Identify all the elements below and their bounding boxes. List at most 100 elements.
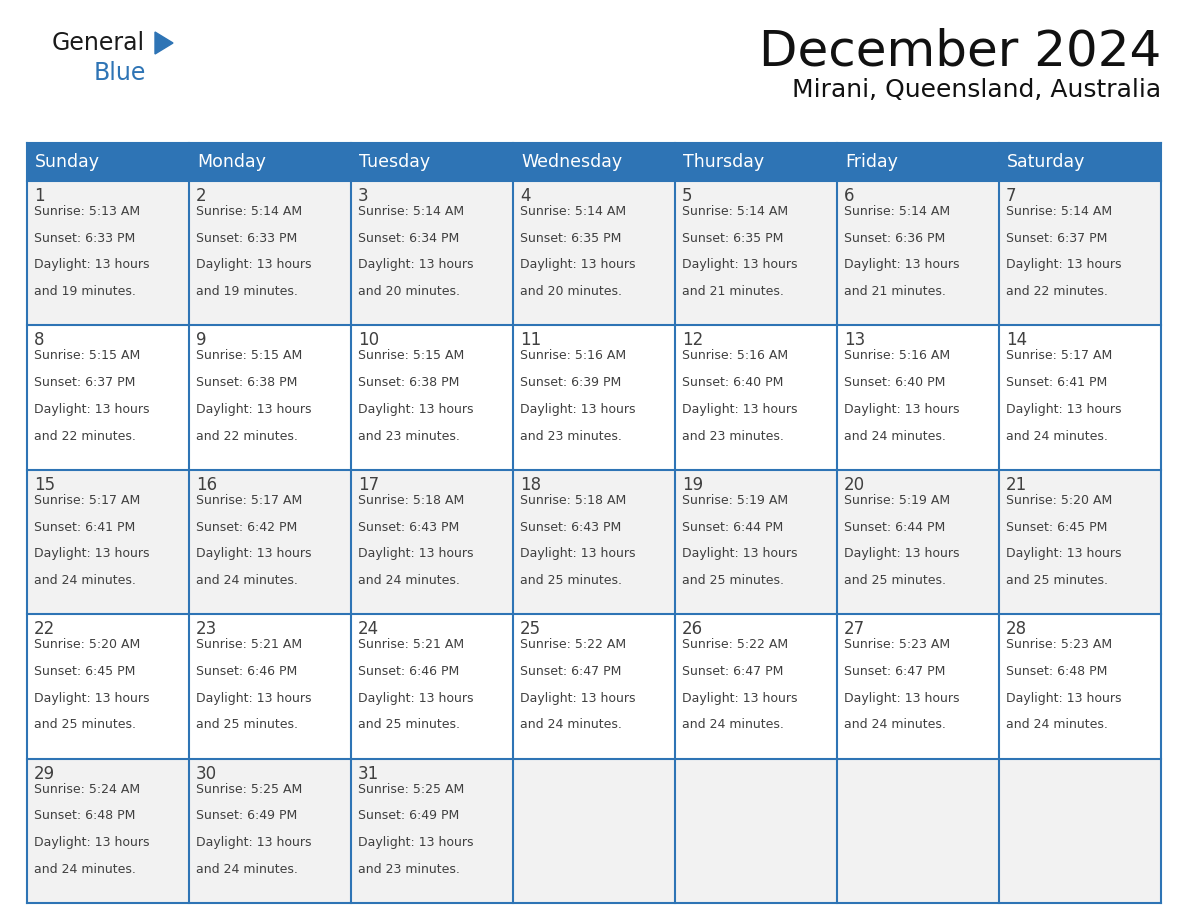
Text: Sunset: 6:40 PM: Sunset: 6:40 PM bbox=[682, 376, 783, 389]
Text: Sunrise: 5:15 AM: Sunrise: 5:15 AM bbox=[34, 350, 140, 363]
Text: Sunrise: 5:24 AM: Sunrise: 5:24 AM bbox=[34, 783, 140, 796]
Text: and 25 minutes.: and 25 minutes. bbox=[682, 574, 784, 587]
Text: Sunday: Sunday bbox=[34, 153, 100, 171]
Text: 16: 16 bbox=[196, 476, 217, 494]
Bar bbox=[27, 470, 1161, 614]
Text: 5: 5 bbox=[682, 187, 693, 205]
Text: Sunrise: 5:14 AM: Sunrise: 5:14 AM bbox=[682, 205, 788, 218]
Bar bbox=[838, 143, 999, 181]
Text: 2: 2 bbox=[196, 187, 207, 205]
Text: Sunrise: 5:14 AM: Sunrise: 5:14 AM bbox=[358, 205, 465, 218]
Text: Daylight: 13 hours: Daylight: 13 hours bbox=[196, 836, 311, 849]
Text: 27: 27 bbox=[843, 621, 865, 638]
Text: Daylight: 13 hours: Daylight: 13 hours bbox=[843, 691, 960, 705]
Text: and 25 minutes.: and 25 minutes. bbox=[34, 719, 135, 732]
Text: Sunrise: 5:19 AM: Sunrise: 5:19 AM bbox=[682, 494, 788, 507]
Text: Sunrise: 5:14 AM: Sunrise: 5:14 AM bbox=[196, 205, 302, 218]
Text: 18: 18 bbox=[520, 476, 541, 494]
Text: Sunrise: 5:17 AM: Sunrise: 5:17 AM bbox=[1006, 350, 1112, 363]
Text: and 24 minutes.: and 24 minutes. bbox=[358, 574, 460, 587]
Text: Sunset: 6:49 PM: Sunset: 6:49 PM bbox=[196, 810, 297, 823]
Bar bbox=[189, 143, 350, 181]
Text: and 23 minutes.: and 23 minutes. bbox=[520, 430, 621, 442]
Text: Sunset: 6:47 PM: Sunset: 6:47 PM bbox=[520, 665, 621, 677]
Text: Daylight: 13 hours: Daylight: 13 hours bbox=[358, 547, 474, 560]
Text: 22: 22 bbox=[34, 621, 56, 638]
Text: Daylight: 13 hours: Daylight: 13 hours bbox=[520, 259, 636, 272]
Text: 20: 20 bbox=[843, 476, 865, 494]
Text: Sunrise: 5:22 AM: Sunrise: 5:22 AM bbox=[520, 638, 626, 651]
Text: and 19 minutes.: and 19 minutes. bbox=[34, 285, 135, 298]
Text: and 20 minutes.: and 20 minutes. bbox=[358, 285, 460, 298]
Text: and 24 minutes.: and 24 minutes. bbox=[843, 719, 946, 732]
Text: Sunset: 6:47 PM: Sunset: 6:47 PM bbox=[843, 665, 946, 677]
Text: Daylight: 13 hours: Daylight: 13 hours bbox=[1006, 547, 1121, 560]
Text: and 24 minutes.: and 24 minutes. bbox=[196, 863, 298, 876]
Text: 4: 4 bbox=[520, 187, 531, 205]
Text: and 22 minutes.: and 22 minutes. bbox=[196, 430, 298, 442]
Text: 14: 14 bbox=[1006, 331, 1028, 350]
Text: Monday: Monday bbox=[197, 153, 266, 171]
Text: Sunrise: 5:21 AM: Sunrise: 5:21 AM bbox=[196, 638, 302, 651]
Text: 3: 3 bbox=[358, 187, 368, 205]
Text: Sunrise: 5:16 AM: Sunrise: 5:16 AM bbox=[843, 350, 950, 363]
Text: Sunset: 6:33 PM: Sunset: 6:33 PM bbox=[34, 231, 135, 245]
Text: Daylight: 13 hours: Daylight: 13 hours bbox=[843, 259, 960, 272]
Text: Sunset: 6:43 PM: Sunset: 6:43 PM bbox=[520, 521, 621, 533]
Text: Daylight: 13 hours: Daylight: 13 hours bbox=[196, 403, 311, 416]
Text: Sunset: 6:47 PM: Sunset: 6:47 PM bbox=[682, 665, 783, 677]
Text: and 24 minutes.: and 24 minutes. bbox=[520, 719, 621, 732]
Text: 7: 7 bbox=[1006, 187, 1017, 205]
Text: and 23 minutes.: and 23 minutes. bbox=[682, 430, 784, 442]
Text: Sunrise: 5:20 AM: Sunrise: 5:20 AM bbox=[34, 638, 140, 651]
Text: Sunrise: 5:17 AM: Sunrise: 5:17 AM bbox=[196, 494, 302, 507]
Bar bbox=[999, 143, 1161, 181]
Text: Sunrise: 5:18 AM: Sunrise: 5:18 AM bbox=[358, 494, 465, 507]
Text: 15: 15 bbox=[34, 476, 55, 494]
Bar bbox=[513, 143, 675, 181]
Text: Daylight: 13 hours: Daylight: 13 hours bbox=[1006, 259, 1121, 272]
Text: December 2024: December 2024 bbox=[759, 28, 1161, 76]
Text: and 23 minutes.: and 23 minutes. bbox=[358, 430, 460, 442]
Text: and 24 minutes.: and 24 minutes. bbox=[34, 863, 135, 876]
Text: Sunrise: 5:21 AM: Sunrise: 5:21 AM bbox=[358, 638, 465, 651]
Text: Sunrise: 5:14 AM: Sunrise: 5:14 AM bbox=[520, 205, 626, 218]
Text: and 24 minutes.: and 24 minutes. bbox=[682, 719, 784, 732]
Text: and 24 minutes.: and 24 minutes. bbox=[843, 430, 946, 442]
Text: Daylight: 13 hours: Daylight: 13 hours bbox=[843, 403, 960, 416]
Text: Sunset: 6:35 PM: Sunset: 6:35 PM bbox=[682, 231, 783, 245]
Text: 24: 24 bbox=[358, 621, 379, 638]
Text: Sunset: 6:41 PM: Sunset: 6:41 PM bbox=[34, 521, 135, 533]
Text: Daylight: 13 hours: Daylight: 13 hours bbox=[682, 403, 797, 416]
Bar bbox=[27, 614, 1161, 758]
Text: and 21 minutes.: and 21 minutes. bbox=[843, 285, 946, 298]
Text: and 25 minutes.: and 25 minutes. bbox=[1006, 574, 1108, 587]
Text: Saturday: Saturday bbox=[1007, 153, 1086, 171]
Text: Daylight: 13 hours: Daylight: 13 hours bbox=[843, 547, 960, 560]
Text: Sunset: 6:38 PM: Sunset: 6:38 PM bbox=[358, 376, 460, 389]
Text: Sunrise: 5:15 AM: Sunrise: 5:15 AM bbox=[196, 350, 302, 363]
Text: 13: 13 bbox=[843, 331, 865, 350]
Text: Sunset: 6:38 PM: Sunset: 6:38 PM bbox=[196, 376, 297, 389]
Text: Sunset: 6:34 PM: Sunset: 6:34 PM bbox=[358, 231, 460, 245]
Text: Wednesday: Wednesday bbox=[522, 153, 623, 171]
Text: Daylight: 13 hours: Daylight: 13 hours bbox=[196, 259, 311, 272]
Text: and 22 minutes.: and 22 minutes. bbox=[34, 430, 135, 442]
Text: and 21 minutes.: and 21 minutes. bbox=[682, 285, 784, 298]
Text: Tuesday: Tuesday bbox=[359, 153, 430, 171]
Text: Sunset: 6:45 PM: Sunset: 6:45 PM bbox=[34, 665, 135, 677]
Text: 26: 26 bbox=[682, 621, 703, 638]
Text: Sunset: 6:39 PM: Sunset: 6:39 PM bbox=[520, 376, 621, 389]
Text: Sunset: 6:41 PM: Sunset: 6:41 PM bbox=[1006, 376, 1107, 389]
Text: Sunset: 6:36 PM: Sunset: 6:36 PM bbox=[843, 231, 946, 245]
Text: and 24 minutes.: and 24 minutes. bbox=[1006, 719, 1108, 732]
Text: Daylight: 13 hours: Daylight: 13 hours bbox=[520, 403, 636, 416]
Text: and 25 minutes.: and 25 minutes. bbox=[358, 719, 460, 732]
Text: Daylight: 13 hours: Daylight: 13 hours bbox=[358, 836, 474, 849]
Text: Sunrise: 5:20 AM: Sunrise: 5:20 AM bbox=[1006, 494, 1112, 507]
Text: General: General bbox=[52, 31, 145, 55]
Text: Friday: Friday bbox=[845, 153, 898, 171]
Text: Daylight: 13 hours: Daylight: 13 hours bbox=[34, 836, 150, 849]
Text: Sunrise: 5:13 AM: Sunrise: 5:13 AM bbox=[34, 205, 140, 218]
Text: 6: 6 bbox=[843, 187, 854, 205]
